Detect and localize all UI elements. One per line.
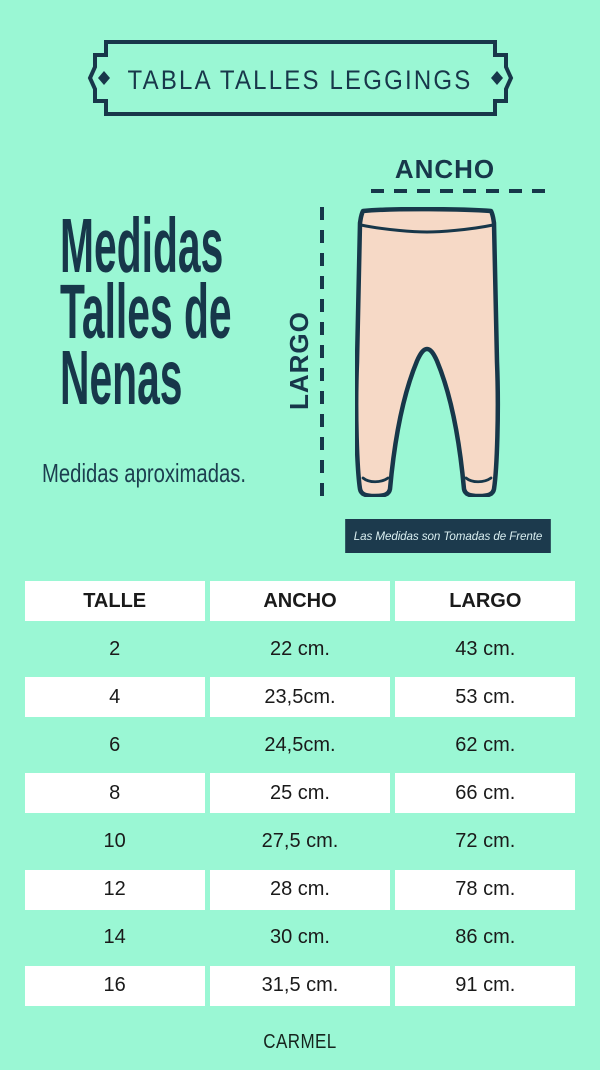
svg-text:TABLA TALLES LEGGINGS: TABLA TALLES LEGGINGS [128,66,473,95]
